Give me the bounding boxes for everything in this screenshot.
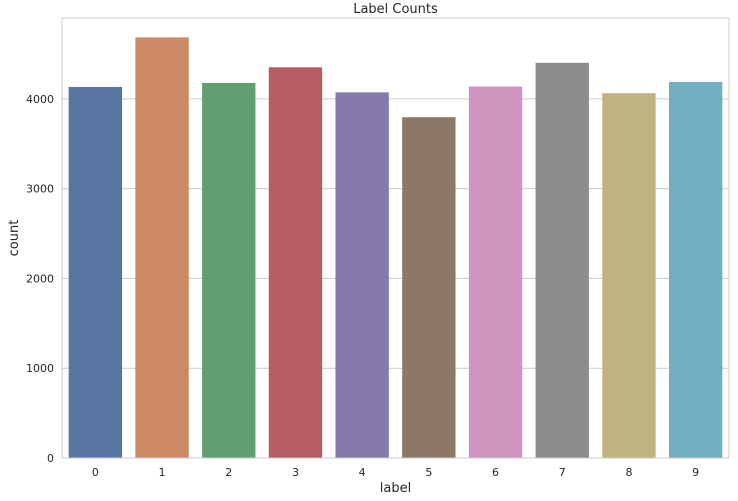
- y-tick-label: 1000: [26, 362, 54, 375]
- bar-label-7: [535, 62, 589, 458]
- bar-label-1: [135, 37, 189, 458]
- y-axis-title: count: [7, 220, 22, 257]
- chart-title: Label Counts: [353, 2, 438, 17]
- plot-frame: [61, 17, 730, 459]
- bar-label-4: [335, 92, 389, 459]
- y-tick-label: 4000: [26, 93, 54, 106]
- x-axis-title: label: [380, 481, 411, 496]
- x-tick-label: 7: [559, 466, 566, 479]
- y-tick-labels: 0 1000 2000 3000 4000: [26, 93, 54, 465]
- x-tick-label: 4: [359, 466, 366, 479]
- bar-label-0: [68, 86, 123, 459]
- x-tick-label: 2: [225, 466, 232, 479]
- x-tick-label: 6: [492, 466, 499, 479]
- x-tick-label: 3: [292, 466, 299, 479]
- bar-label-2: [202, 82, 256, 458]
- y-tick-label: 0: [47, 452, 54, 465]
- bar-label-8: [602, 93, 656, 459]
- x-tick-label: 9: [692, 466, 699, 479]
- x-tick-labels: 0 1 2 3 4 5 6 7 8 9: [92, 466, 699, 479]
- y-tick-label: 2000: [26, 272, 54, 285]
- bar-label-6: [468, 86, 523, 458]
- x-tick-label: 0: [92, 466, 99, 479]
- bar-label-5: [402, 117, 456, 458]
- bar-label-9: [668, 81, 723, 458]
- y-tick-label: 3000: [26, 183, 54, 196]
- x-tick-label: 1: [159, 466, 166, 479]
- x-tick-label: 8: [625, 466, 632, 479]
- x-tick-label: 5: [425, 466, 432, 479]
- bars: [68, 37, 723, 459]
- bar-label-3: [268, 67, 323, 458]
